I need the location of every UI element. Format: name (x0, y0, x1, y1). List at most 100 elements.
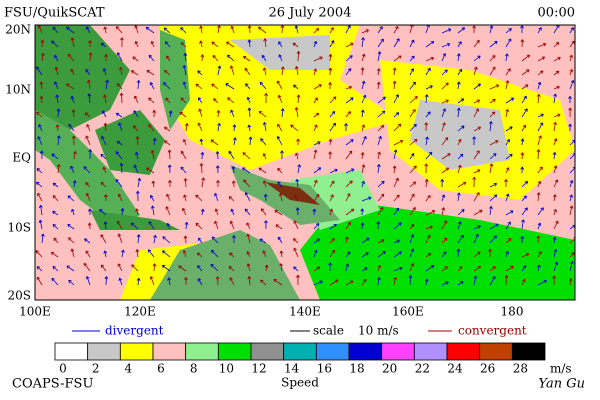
wind-arrow (537, 113, 544, 118)
speed-region (300, 200, 575, 300)
wind-arrow (88, 40, 92, 48)
wind-arrow (101, 135, 107, 146)
wind-arrow (102, 166, 107, 174)
wind-arrow (377, 239, 385, 244)
wind-arrow (553, 113, 561, 118)
wind-arrow (201, 177, 206, 188)
wind-arrow (147, 249, 155, 258)
wind-arrow (297, 164, 301, 174)
latitude-label: 10S (8, 221, 32, 235)
wind-arrow (313, 68, 318, 76)
wind-arrow (290, 124, 299, 132)
wind-arrow (195, 194, 203, 202)
wind-arrow (55, 94, 59, 104)
wind-arrow (179, 111, 187, 118)
wind-arrow (409, 248, 415, 258)
wind-arrow (199, 25, 203, 34)
wind-arrow (409, 138, 418, 146)
wind-arrow (247, 124, 252, 132)
wind-arrow (264, 92, 268, 104)
wind-arrow (56, 108, 61, 118)
wind-arrow (489, 223, 499, 230)
wind-arrow (258, 167, 267, 174)
wind-arrow (71, 208, 75, 216)
wind-arrow (425, 111, 431, 118)
wind-arrow (313, 179, 318, 188)
wind-arrow (54, 81, 59, 90)
wind-arrow (489, 153, 497, 160)
wind-arrow (313, 124, 318, 132)
latitude-label: 10N (5, 83, 31, 97)
wind-arrow (226, 41, 235, 48)
wind-arrow (276, 135, 283, 146)
wind-arrow (130, 70, 139, 76)
wind-arrow (409, 96, 418, 104)
wind-arrow (85, 250, 91, 258)
wind-arrow (568, 278, 573, 286)
wind-arrow (56, 164, 61, 174)
wind-arrow (377, 96, 386, 104)
colorbar-swatch (479, 342, 513, 361)
wind-arrow (504, 179, 508, 188)
wind-arrow (67, 53, 75, 62)
wind-arrow (104, 276, 109, 286)
wind-arrow (100, 42, 107, 48)
wind-arrow (425, 194, 431, 202)
wind-arrow (180, 166, 187, 174)
colorbar-label: 2 (92, 362, 100, 376)
wind-arrow (376, 164, 381, 174)
wind-arrow (328, 53, 333, 62)
wind-arrow (232, 124, 237, 132)
wind-arrow (150, 205, 155, 216)
wind-arrow (292, 42, 299, 48)
map-frame (34, 24, 576, 301)
wind-arrow (72, 180, 77, 188)
wind-arrow (273, 279, 283, 286)
longitude-label: 140E (289, 305, 321, 319)
wind-arrow (277, 181, 283, 188)
wind-arrow (409, 109, 416, 118)
wind-arrow (393, 38, 400, 48)
wind-arrow (457, 164, 462, 174)
wind-arrow (163, 82, 171, 90)
wind-arrow (197, 70, 203, 76)
wind-arrow (537, 222, 542, 230)
wind-arrow (457, 27, 466, 34)
wind-arrow (149, 82, 155, 90)
colorbar-label: 24 (447, 362, 463, 376)
colorbar-swatch (348, 342, 383, 361)
wind-arrow (294, 107, 299, 118)
wind-arrow (102, 68, 107, 76)
wind-arrow (393, 55, 402, 62)
wind-arrow (441, 167, 450, 174)
legend-scale: scale (313, 324, 344, 338)
wind-arrow (473, 233, 479, 244)
wind-arrow (569, 237, 575, 244)
wind-arrow (199, 163, 204, 174)
wind-arrow (229, 220, 235, 230)
wind-arrow (521, 219, 525, 230)
colorbar-swatch (413, 342, 448, 361)
wind-arrow (115, 112, 123, 118)
wind-arrow (136, 277, 141, 286)
wind-arrow (86, 124, 91, 132)
wind-arrow (489, 163, 494, 174)
wind-arrow (116, 52, 123, 62)
wind-arrow (70, 95, 75, 104)
wind-arrow (329, 223, 337, 230)
wind-arrow (182, 139, 187, 146)
wind-arrow (568, 107, 573, 118)
speed-region (410, 100, 510, 170)
wind-arrow (473, 99, 481, 104)
wind-arrow (521, 207, 528, 216)
wind-arrow (70, 68, 75, 76)
wind-arrow (360, 152, 365, 160)
wind-arrow (278, 193, 283, 202)
wind-arrow (393, 112, 400, 118)
wind-arrow (296, 274, 300, 286)
wind-arrow (274, 209, 283, 216)
wind-arrow (275, 224, 283, 230)
wind-arrow (148, 54, 155, 62)
wind-arrow (52, 266, 59, 272)
wind-arrow (393, 139, 404, 146)
